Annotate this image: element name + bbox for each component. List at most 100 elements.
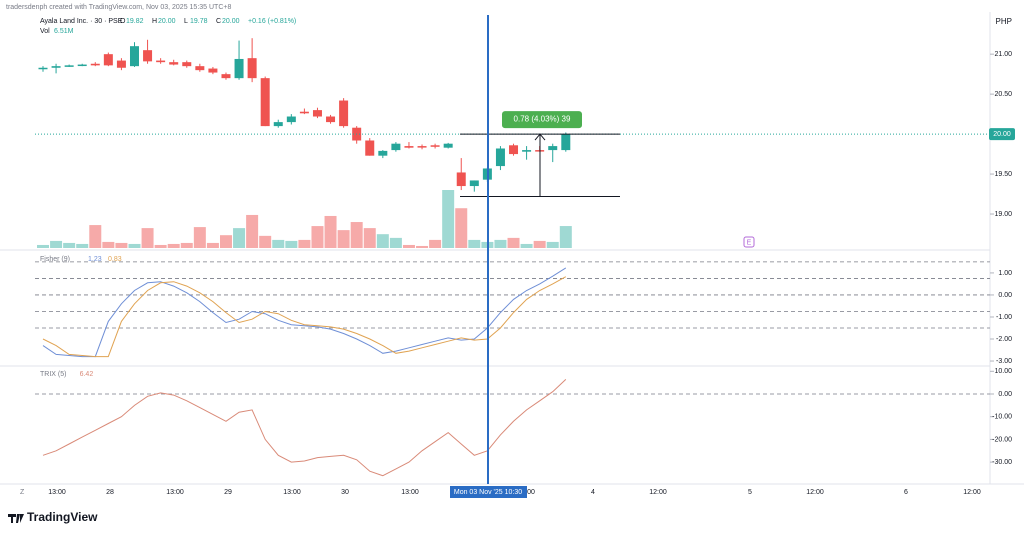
volume-bar [442, 190, 455, 248]
candle-body [77, 64, 87, 67]
volume-bar [389, 237, 402, 248]
candle-body [456, 172, 466, 187]
volume-bar [50, 240, 63, 248]
crosshair-time-box [450, 486, 527, 498]
volume-bar [193, 227, 206, 248]
ohlc-value: 19.78 [190, 18, 208, 25]
candle-body [339, 100, 349, 127]
indicator-line [42, 276, 567, 358]
candle-body [286, 116, 296, 123]
volume-bar [416, 245, 429, 248]
candle-body [247, 58, 257, 79]
indicator-value: 1.23 [88, 256, 102, 263]
candle-body [260, 78, 270, 127]
volume-bar [128, 243, 141, 248]
currency: PHP [996, 17, 1012, 26]
volume-bar [76, 243, 89, 248]
ohlc-key: L [184, 18, 188, 25]
ohlc-value: 20.00 [222, 18, 240, 25]
volume-bar [494, 239, 507, 248]
y-tick-label: 21.00 [994, 51, 1012, 58]
brand-logo [8, 514, 24, 523]
y-tick-label: 10.00 [994, 368, 1012, 375]
volume-bar [206, 242, 219, 248]
candle-body [312, 110, 322, 117]
volume-bar [429, 239, 442, 248]
candle-body [156, 60, 166, 63]
event-marker-box [743, 236, 755, 248]
y-tick-label: 20.50 [994, 91, 1012, 98]
time-label: 6 [904, 489, 908, 496]
volume-bar [468, 239, 481, 248]
volume-bar [167, 243, 180, 248]
y-tick-label: -30.00 [992, 459, 1012, 466]
volume-bar [337, 230, 350, 248]
indicator-title: Fisher (9) [40, 256, 70, 263]
volume-bar [363, 228, 376, 248]
candle-body [509, 145, 519, 155]
volume-bar [402, 244, 415, 248]
volume-bar [63, 242, 76, 248]
last-price-label: 20.00 [993, 131, 1011, 138]
candle-body [417, 146, 427, 148]
brand: TradingView [27, 510, 98, 524]
time-label: Mon 03 Nov '25 10:30 [454, 489, 522, 496]
volume-bar [546, 241, 559, 248]
candle-body [495, 148, 505, 167]
volume-bar [350, 222, 363, 248]
candle-body [522, 150, 532, 152]
candle-body [182, 62, 192, 67]
logo-mark [8, 514, 24, 523]
candle-body [299, 111, 309, 114]
change: +0.16 (+0.81%) [248, 18, 296, 25]
candle-body [326, 116, 336, 123]
candle-body [221, 74, 231, 79]
candle-body [103, 54, 113, 66]
y-tick-label: 0.00 [998, 391, 1012, 398]
volume-bar [259, 235, 272, 248]
time-label: 13:00 [48, 489, 66, 496]
volume-bar [311, 226, 324, 248]
volume-bar [141, 228, 154, 248]
time-label: 12:00 [963, 489, 981, 496]
time-label: 13:00 [166, 489, 184, 496]
volume-value: 6.51M [54, 28, 74, 35]
event-marker: E [747, 239, 752, 246]
ohlc-key: H [152, 18, 157, 25]
volume-bar [89, 225, 102, 248]
candle-body [378, 150, 388, 156]
time-label: 30 [341, 489, 349, 496]
measure-label-box [502, 111, 582, 129]
candle-body [430, 145, 440, 147]
candle-body [208, 68, 218, 73]
y-tick-label: -10.00 [992, 414, 1012, 421]
time-label: 12:00 [806, 489, 824, 496]
candle-body [129, 46, 139, 67]
volume-bar [324, 215, 337, 248]
candle-body [561, 134, 571, 151]
volume-bar [115, 242, 128, 248]
candle-body [234, 58, 244, 79]
time-label: 13:00 [401, 489, 419, 496]
volume-bar [455, 208, 468, 248]
volume-bar [180, 242, 193, 248]
time-label: 13:00 [283, 489, 301, 496]
volume-bar [507, 237, 520, 248]
time-label: 29 [224, 489, 232, 496]
volume-bar [246, 214, 259, 248]
ohlc-key: O [120, 18, 126, 25]
y-tick-label: 1.00 [998, 270, 1012, 277]
volume-bar [233, 228, 246, 248]
candle-body [548, 146, 558, 151]
candle-body [64, 65, 74, 67]
candle-body [391, 143, 401, 151]
last-price-tag [989, 128, 1015, 141]
indicator-title: TRIX (5) [40, 371, 66, 378]
y-tick-label: -2.00 [996, 336, 1012, 343]
timezone-icon: Z [20, 489, 25, 496]
time-label: 5 [748, 489, 752, 496]
candle-body [273, 122, 283, 127]
candle-body [116, 60, 126, 68]
